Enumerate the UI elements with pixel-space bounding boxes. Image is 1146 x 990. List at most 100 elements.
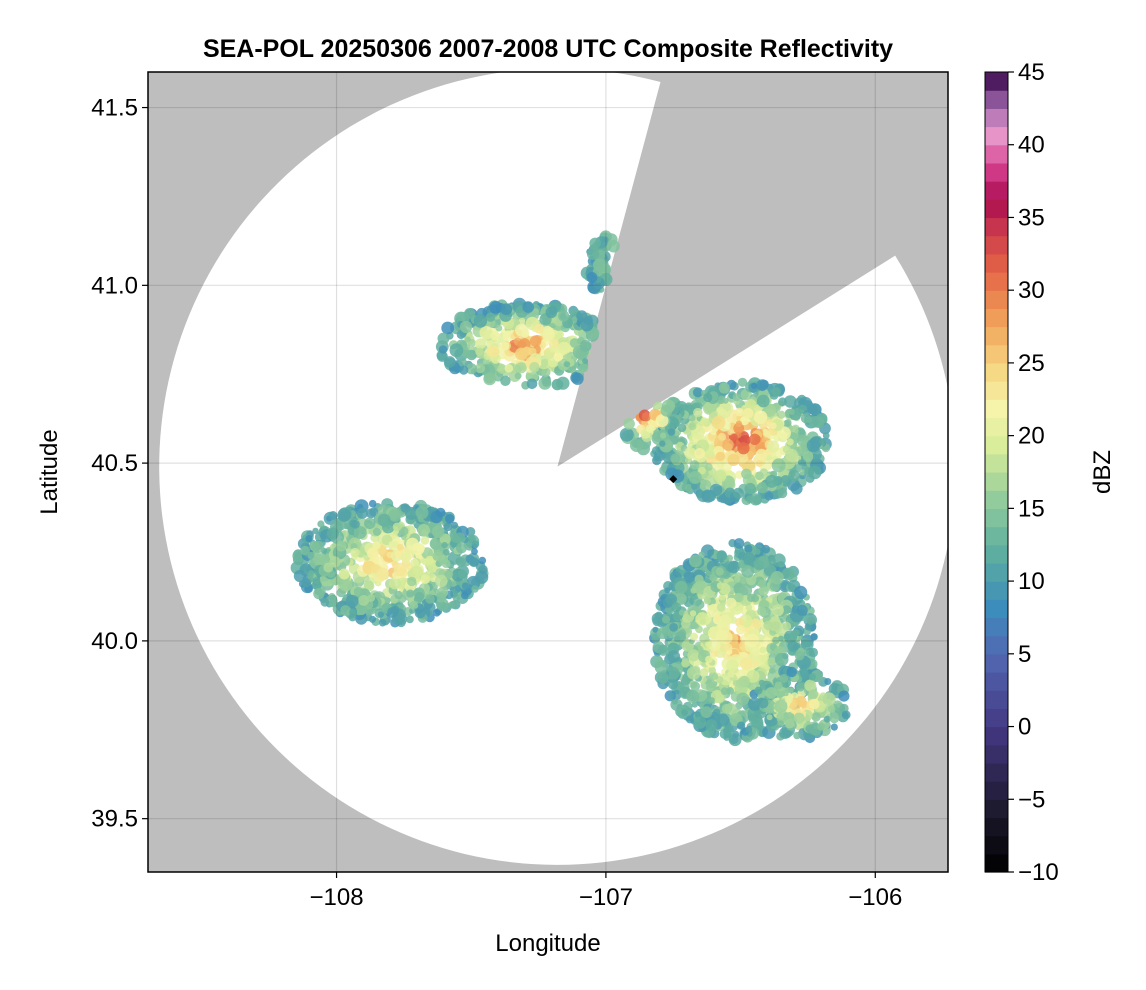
echo-pixel — [700, 706, 713, 719]
echo-pixel — [829, 713, 840, 724]
colorbar-segment — [985, 144, 1008, 164]
echo-pixel — [687, 649, 700, 662]
echo-pixel — [726, 687, 734, 695]
echo-pixel — [656, 627, 669, 640]
colorbar-tick-label: 45 — [1018, 59, 1045, 86]
colorbar-segment — [985, 90, 1008, 109]
echo-pixel — [726, 659, 739, 672]
echo-pixel — [755, 448, 768, 461]
echo-pixel — [348, 613, 357, 622]
echo-pixel — [718, 432, 726, 441]
colorbar-segment — [985, 181, 1008, 200]
echo-pixel — [703, 597, 712, 605]
echo-pixel — [709, 573, 718, 582]
echo-cell-north-central-cell — [619, 399, 681, 456]
echo-pixel — [733, 538, 745, 549]
echo-pixel — [708, 697, 715, 704]
echo-pixel — [326, 527, 339, 540]
echo-pixel — [486, 345, 500, 358]
echo-pixel — [485, 312, 496, 322]
echo-pixel — [338, 568, 350, 580]
echo-pixel — [458, 358, 468, 367]
echo-pixel — [456, 557, 467, 567]
echo-pixel — [808, 689, 819, 700]
echo-pixel — [404, 506, 418, 520]
x-tick-label: −106 — [848, 884, 902, 911]
echo-pixel — [827, 705, 836, 713]
y-axis-label: Latitude — [36, 429, 63, 514]
echo-pixel — [823, 715, 831, 723]
echo-pixel — [456, 542, 467, 554]
echo-pixel — [741, 565, 755, 578]
echo-pixel — [772, 636, 780, 645]
site-marker — [669, 475, 678, 484]
echo-pixel — [353, 526, 367, 539]
colorbar-tick-label: 0 — [1018, 714, 1031, 741]
echo-pixel — [715, 567, 724, 576]
echo-pixel — [767, 657, 776, 666]
echo-pixel — [657, 644, 669, 656]
echo-pixel — [645, 424, 655, 433]
colorbar-tick-label: 25 — [1018, 350, 1045, 377]
echo-pixel — [698, 466, 706, 475]
echo-pixel — [652, 626, 659, 633]
echo-pixel — [794, 650, 805, 661]
echo-pixel — [320, 597, 330, 607]
echo-pixel — [674, 580, 688, 594]
colorbar-segment — [985, 690, 1008, 709]
echo-pixel — [763, 430, 771, 438]
echo-pixel — [652, 455, 662, 466]
echo-pixel — [673, 635, 681, 643]
echo-pixel — [787, 640, 799, 652]
echo-pixel — [822, 432, 830, 439]
echo-pixel — [514, 372, 522, 380]
echo-pixel — [684, 484, 693, 492]
echo-pixel — [582, 358, 589, 364]
echo-pixel — [541, 367, 551, 377]
echo-pixel — [406, 537, 419, 551]
echo-pixel — [745, 726, 753, 733]
echo-pixel — [772, 553, 786, 567]
echo-pixel — [376, 567, 389, 580]
echo-pixel — [802, 451, 814, 462]
echo-pixel — [755, 471, 764, 481]
echo-pixel — [569, 338, 580, 348]
echo-pixel — [674, 592, 687, 606]
echo-pixel — [759, 646, 767, 654]
echo-pixel — [657, 672, 669, 684]
colorbar-segment — [985, 781, 1008, 800]
echo-pixel — [727, 453, 740, 466]
echo-pixel — [500, 375, 511, 386]
echo-pixel — [495, 324, 503, 332]
echo-pixel — [761, 544, 771, 554]
echo-pixel — [654, 660, 668, 674]
echo-pixel — [781, 567, 795, 581]
echo-pixel — [312, 540, 325, 553]
echo-pixel — [529, 335, 542, 347]
echo-pixel — [769, 422, 777, 430]
echo-pixel — [738, 675, 750, 688]
echo-pixel — [689, 554, 702, 568]
echo-pixel — [391, 605, 400, 614]
x-tick-label: −107 — [579, 884, 633, 911]
echo-pixel — [756, 482, 769, 494]
echo-pixel — [396, 543, 404, 551]
echo-pixel — [328, 511, 338, 520]
echo-pixel — [774, 681, 783, 690]
echo-pixel — [796, 695, 807, 707]
echo-pixel — [716, 713, 730, 727]
colorbar-segment — [985, 599, 1008, 619]
colorbar-segment — [985, 199, 1008, 219]
echo-pixel — [716, 582, 725, 590]
chart-title: SEA-POL 20250306 2007-2008 UTC Composite… — [203, 35, 893, 63]
echo-pixel — [748, 697, 762, 711]
echo-pixel — [805, 416, 813, 423]
echo-pixel — [305, 535, 313, 543]
echo-pixel — [307, 551, 315, 560]
echo-pixel — [818, 438, 827, 446]
echo-pixel — [417, 524, 431, 537]
echo-cell-northwest-band — [435, 297, 600, 391]
echo-pixel — [475, 338, 486, 350]
echo-pixel — [407, 576, 417, 587]
echo-pixel — [448, 601, 456, 609]
